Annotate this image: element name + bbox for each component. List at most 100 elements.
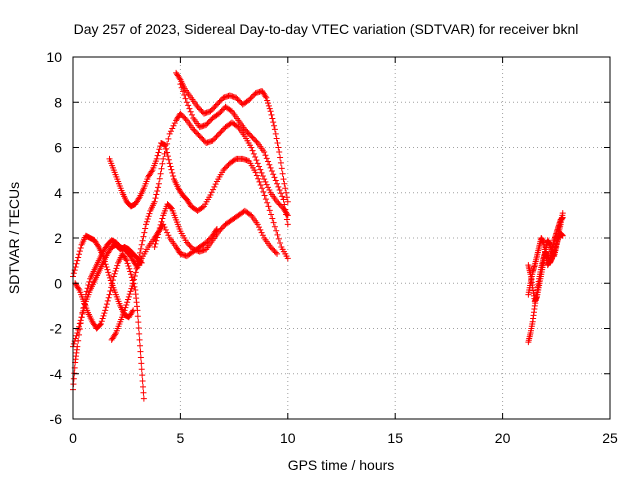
data-point xyxy=(109,280,116,287)
data-point xyxy=(264,97,271,104)
data-point xyxy=(105,294,112,301)
y-tick-label: 4 xyxy=(54,185,62,201)
data-point xyxy=(216,110,223,117)
data-point xyxy=(104,266,111,273)
data-point xyxy=(111,270,118,277)
data-point xyxy=(140,389,147,396)
data-point xyxy=(140,233,147,240)
data-point xyxy=(266,187,273,194)
data-point xyxy=(123,301,130,308)
data-point xyxy=(137,249,144,256)
data-point xyxy=(171,120,178,127)
data-point xyxy=(280,196,287,203)
data-point xyxy=(262,178,269,185)
data-point xyxy=(97,321,104,328)
data-point xyxy=(177,81,184,88)
data-point xyxy=(75,326,82,333)
data-point xyxy=(253,172,260,179)
data-point xyxy=(252,154,259,161)
data-point xyxy=(108,284,115,291)
data-point xyxy=(192,129,199,136)
data-point xyxy=(160,155,167,162)
data-point xyxy=(269,115,276,122)
data-point xyxy=(275,183,282,190)
data-point xyxy=(277,190,284,197)
data-point xyxy=(268,168,275,175)
data-point xyxy=(79,311,86,318)
data-point xyxy=(216,130,223,137)
data-point xyxy=(167,128,174,135)
y-tick-label: 6 xyxy=(54,140,62,156)
data-point xyxy=(141,229,148,236)
data-point xyxy=(272,177,279,184)
data-point xyxy=(222,164,229,171)
data-point xyxy=(134,313,141,320)
data-point xyxy=(261,192,268,199)
data-point xyxy=(207,192,214,199)
data-point xyxy=(112,331,119,338)
data-point xyxy=(261,176,268,183)
data-point xyxy=(270,171,277,178)
data-point xyxy=(213,133,220,140)
data-point xyxy=(271,122,278,129)
data-point xyxy=(217,109,224,116)
data-point xyxy=(265,100,272,107)
data-point xyxy=(274,250,281,257)
data-point xyxy=(267,108,274,115)
data-point xyxy=(94,242,101,249)
data-point xyxy=(146,210,153,217)
data-point xyxy=(70,375,77,382)
data-point xyxy=(122,304,129,311)
data-point xyxy=(204,238,211,245)
data-point xyxy=(77,317,84,324)
data-point xyxy=(138,241,145,248)
y-tick-label: -6 xyxy=(50,411,63,427)
chart-title: Day 257 of 2023, Sidereal Day-to-day VTE… xyxy=(74,21,579,37)
data-point xyxy=(248,144,255,151)
data-point xyxy=(250,92,257,99)
data-point xyxy=(129,282,136,289)
data-point xyxy=(220,167,227,174)
data-point xyxy=(161,224,168,231)
series-arc-f xyxy=(106,139,291,262)
data-point xyxy=(98,318,105,325)
data-point xyxy=(168,166,175,173)
data-point xyxy=(140,395,147,402)
data-point xyxy=(136,336,143,343)
data-point xyxy=(165,156,172,163)
data-point xyxy=(219,106,226,113)
data-point xyxy=(258,229,265,236)
data-point xyxy=(265,184,272,191)
data-point xyxy=(265,102,272,109)
data-point xyxy=(155,180,162,187)
y-tick-label: 10 xyxy=(46,49,62,65)
data-point xyxy=(179,88,186,95)
data-point xyxy=(151,244,158,251)
data-point xyxy=(106,274,113,281)
data-point xyxy=(197,106,204,113)
data-point xyxy=(102,307,109,314)
data-point xyxy=(170,122,177,129)
x-tick-label: 15 xyxy=(387,430,403,446)
data-point xyxy=(136,330,143,337)
data-point xyxy=(163,145,170,152)
y-tick-label: -4 xyxy=(50,366,63,382)
data-point xyxy=(272,249,279,256)
data-point xyxy=(143,221,150,228)
data-point xyxy=(76,248,83,255)
series-arc-c xyxy=(70,241,145,350)
data-point xyxy=(266,105,273,112)
data-point xyxy=(73,332,80,339)
data-point xyxy=(97,320,104,327)
data-point xyxy=(131,276,138,283)
data-point xyxy=(166,160,173,167)
data-point xyxy=(158,165,165,172)
data-point xyxy=(280,176,287,183)
data-point xyxy=(254,160,261,167)
data-point xyxy=(169,169,176,176)
data-point xyxy=(208,189,215,196)
data-point xyxy=(266,161,273,168)
data-point xyxy=(271,174,278,181)
data-point xyxy=(132,269,139,276)
data-point xyxy=(253,138,260,145)
